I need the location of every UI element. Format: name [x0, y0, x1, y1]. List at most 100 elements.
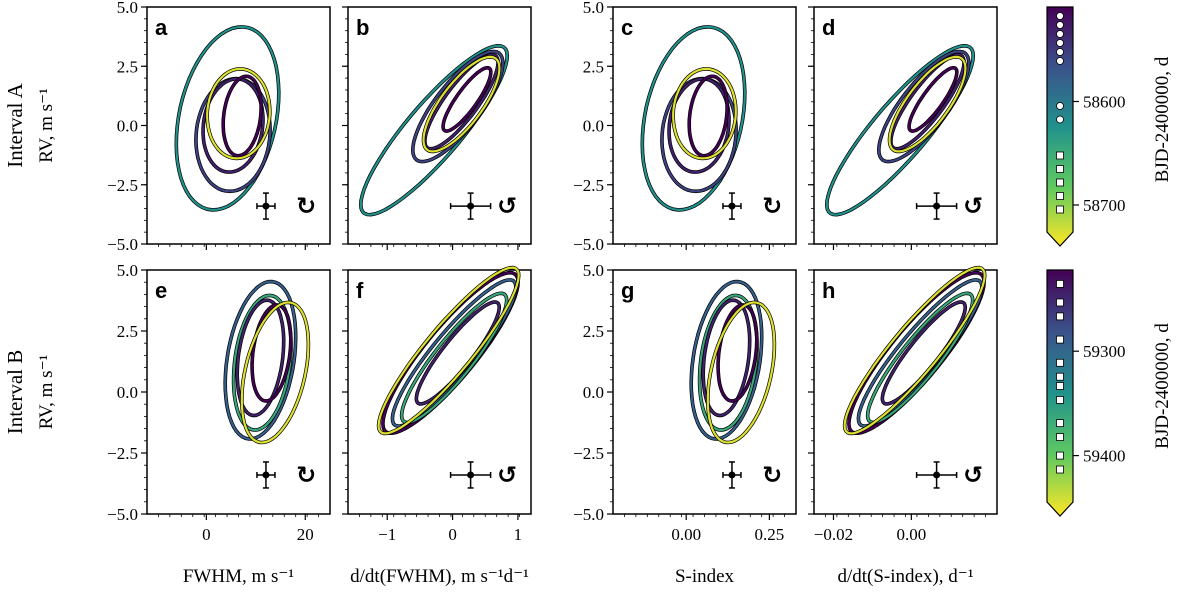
y-tick-label: 2.5: [583, 57, 604, 76]
y-axis-title: RV, m s⁻¹: [36, 354, 57, 429]
loop-curve: [641, 25, 746, 212]
colorbar-marker: [1056, 335, 1064, 344]
colorbar-marker: [1056, 12, 1064, 20]
loop-curve: [825, 44, 975, 216]
error-bar-point: [467, 202, 475, 210]
error-bar-point: [262, 202, 270, 210]
rotation-direction-icon: ↺: [963, 192, 983, 220]
colorbar-marker: [1056, 21, 1064, 29]
loop-curve: [240, 301, 310, 444]
x-axis-title: S-index: [675, 566, 735, 587]
panel-letter: f: [356, 278, 364, 303]
rotation-direction-icon: ↻: [296, 192, 316, 220]
rotation-direction-icon: ↺: [963, 461, 983, 489]
error-bar-point: [933, 202, 941, 210]
colorbar-marker: [1056, 57, 1064, 65]
colorbar-marker: [1056, 451, 1064, 460]
y-axis-title: RV, m s⁻¹: [36, 88, 57, 163]
x-tick-label: 20: [297, 525, 314, 544]
y-tick-label: 0.0: [117, 383, 138, 402]
error-bar-point: [467, 471, 475, 479]
rotation-direction-icon: ↻: [762, 461, 782, 489]
colorbar-marker: [1056, 372, 1064, 381]
panel-b: b↺: [342, 6, 532, 250]
y-tick-label: 5.0: [117, 261, 138, 280]
loop-outline: [421, 55, 502, 154]
x-tick-label: −0.02: [814, 525, 853, 544]
y-tick-label: 5.0: [117, 0, 138, 17]
colorbar-marker: [1056, 102, 1064, 110]
colorbar-marker: [1056, 433, 1064, 441]
loop-curve: [908, 66, 958, 133]
colorbar-marker: [1056, 396, 1064, 404]
loop-curve: [672, 67, 737, 160]
colorbars: 58600 58700 BJD-2400000, d 59300 59400 BJD-24…: [1046, 6, 1173, 517]
y-tick-label: −5.0: [573, 505, 604, 524]
colorbar-2: 59300 59400 BJD-2400000, d: [1046, 269, 1173, 517]
colorbar-marker: [1056, 358, 1064, 367]
x-tick-label: 0: [448, 525, 457, 544]
panel-e: 5.0 2.5 0.0 −2.5 −5.0 0 20 e ↻: [107, 261, 331, 544]
y-tick-label: −2.5: [573, 444, 604, 463]
x-axis-title: FWHM, m s⁻¹: [183, 566, 295, 587]
y-tick-label: 5.0: [583, 0, 604, 17]
y-tick-label: 2.5: [117, 57, 138, 76]
x-tick-label: 1: [514, 525, 523, 544]
x-tick-label: 0.00: [896, 525, 926, 544]
y-tick-label: 0.0: [117, 117, 138, 136]
row-label: Interval A: [3, 82, 27, 167]
x-tick-label: −1: [378, 525, 396, 544]
y-tick-label: −5.0: [573, 235, 604, 254]
loop-curve: [888, 55, 967, 153]
colorbar-tick-label: 58600: [1083, 93, 1126, 112]
panel-letter: e: [155, 278, 167, 303]
error-bar-point: [262, 471, 270, 479]
loop-curve: [236, 299, 285, 417]
rotation-direction-icon: ↺: [497, 461, 517, 489]
panel-letter: h: [822, 278, 835, 303]
colorbar-marker: [1056, 48, 1064, 56]
colorbar-marker: [1056, 192, 1064, 200]
loop-curve: [222, 75, 263, 157]
loop-curve: [717, 303, 758, 403]
y-tick-label: 5.0: [583, 261, 604, 280]
panel-f: −1 0 1 f ↺: [342, 265, 532, 544]
rotation-direction-icon: ↺: [497, 192, 517, 220]
error-bar-point: [728, 202, 736, 210]
colorbar-marker: [1056, 312, 1064, 321]
loop-curve: [690, 280, 763, 441]
x-tick-label: 0.25: [755, 525, 785, 544]
colorbar-label: BJD-2400000, d: [1152, 56, 1173, 182]
loop-curve: [688, 75, 729, 157]
row-labels: Interval A RV, m s⁻¹ Interval B RV, m s⁻¹: [3, 82, 57, 434]
rotation-direction-icon: ↻: [296, 461, 316, 489]
column-labels: FWHM, m s⁻¹ d/dt(FWHM), m s⁻¹d⁻¹ S-index d/…: [183, 566, 974, 587]
loop-curve: [224, 280, 297, 441]
y-tick-label: 0.0: [583, 383, 604, 402]
colorbar-marker: [1056, 178, 1064, 187]
loop-curve: [422, 55, 501, 153]
y-tick-label: 2.5: [117, 322, 138, 341]
y-tick-label: −5.0: [107, 505, 138, 524]
panel-h: −0.02 0.00 h ↺: [808, 265, 998, 544]
loop-curve: [706, 301, 776, 444]
x-tick-label: 0.00: [671, 525, 701, 544]
colorbar-marker: [1056, 465, 1064, 474]
y-tick-label: 2.5: [583, 322, 604, 341]
loop-curve: [202, 77, 265, 174]
loop-curve: [400, 292, 508, 424]
loop-curve: [175, 25, 280, 212]
x-tick-label: 0: [202, 525, 211, 544]
loop-curve: [702, 299, 751, 417]
loop-curve: [377, 266, 520, 435]
loop-curve: [866, 292, 974, 424]
colorbar-label: BJD-2400000, d: [1152, 323, 1173, 449]
panel-letter: b: [356, 15, 369, 40]
loop-curve: [206, 67, 271, 160]
x-axis-title: d/dt(FWHM), m s⁻¹d⁻¹: [350, 566, 529, 587]
colorbar-marker: [1056, 151, 1064, 160]
panel-d: d↺: [808, 6, 998, 250]
y-tick-label: −2.5: [573, 176, 604, 195]
panels-group: 5.02.50.0−2.5−5.0a↻b↺5.02.50.0−2.5−5.0c↻…: [107, 0, 998, 544]
